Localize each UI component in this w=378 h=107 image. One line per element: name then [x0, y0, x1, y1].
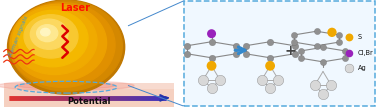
Ellipse shape [0, 81, 134, 90]
Point [320, 46, 326, 48]
Ellipse shape [30, 19, 68, 49]
Polygon shape [4, 83, 174, 107]
Ellipse shape [17, 82, 115, 89]
Point [298, 50, 304, 52]
Text: S: S [358, 34, 362, 40]
Point [209, 33, 215, 35]
Text: Potential: Potential [67, 97, 110, 106]
Point [209, 57, 215, 59]
Ellipse shape [9, 3, 115, 87]
Point [298, 57, 304, 59]
Ellipse shape [11, 4, 107, 81]
Text: Laser: Laser [60, 3, 91, 13]
Point [209, 41, 215, 43]
Text: Ag: Ag [358, 65, 367, 71]
Point [184, 45, 190, 47]
Ellipse shape [8, 0, 125, 94]
Ellipse shape [37, 25, 58, 42]
Point [243, 53, 249, 55]
Ellipse shape [24, 15, 78, 58]
Point [233, 53, 239, 55]
Point [276, 79, 282, 81]
Point [291, 53, 297, 55]
FancyBboxPatch shape [184, 1, 375, 106]
Ellipse shape [10, 1, 122, 91]
Point [346, 53, 352, 54]
Point [320, 61, 326, 63]
Point [291, 45, 297, 47]
Ellipse shape [41, 28, 50, 36]
Point [243, 45, 249, 47]
Point [320, 93, 326, 95]
Ellipse shape [12, 7, 97, 75]
Point [200, 79, 206, 81]
Point [209, 65, 215, 67]
Point [291, 34, 297, 36]
Point [342, 50, 348, 52]
Point [217, 79, 223, 81]
Point [267, 41, 273, 43]
Point [329, 31, 335, 33]
Ellipse shape [36, 83, 96, 88]
Point [184, 53, 190, 55]
Point [314, 45, 320, 47]
Point [209, 87, 215, 89]
Point [312, 85, 318, 86]
Point [336, 34, 342, 36]
Text: Raman signals: Raman signals [8, 15, 29, 57]
Point [291, 41, 297, 43]
Point [314, 30, 320, 32]
Point [346, 68, 352, 69]
Point [342, 57, 348, 59]
Point [267, 87, 273, 89]
Point [336, 41, 342, 43]
Ellipse shape [18, 10, 88, 67]
Point [233, 45, 239, 47]
Point [328, 85, 334, 86]
Point [346, 37, 352, 38]
Point [267, 65, 273, 67]
Point [259, 79, 265, 81]
Polygon shape [4, 83, 174, 89]
Text: Cl,Br: Cl,Br [358, 51, 373, 56]
Text: +: + [284, 44, 296, 58]
Point [267, 57, 273, 59]
